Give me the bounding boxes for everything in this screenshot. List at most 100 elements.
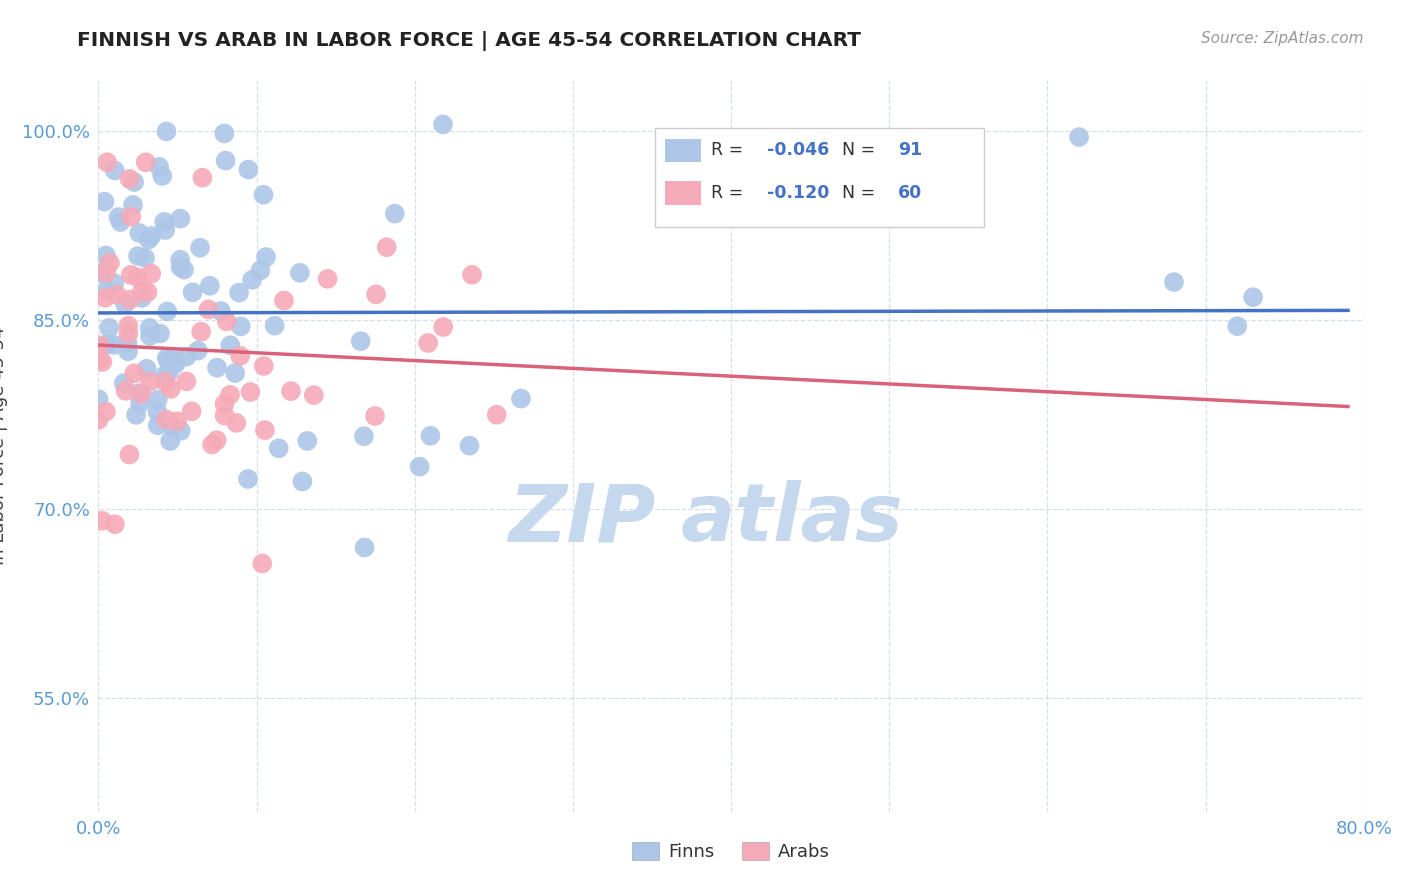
Point xyxy=(458,439,481,453)
Text: R =: R = xyxy=(711,184,748,202)
Point xyxy=(205,360,228,375)
Point xyxy=(239,385,262,400)
Point xyxy=(141,267,163,281)
Point xyxy=(190,325,212,339)
Point xyxy=(131,285,153,299)
Text: R =: R = xyxy=(711,142,748,160)
Point xyxy=(98,256,121,270)
Point xyxy=(432,320,454,334)
Point xyxy=(198,278,221,293)
Point xyxy=(138,321,160,335)
Point xyxy=(117,344,139,359)
Point xyxy=(94,248,117,262)
Point xyxy=(291,475,314,489)
Point xyxy=(122,175,145,189)
Point xyxy=(103,338,125,352)
Point xyxy=(197,302,219,317)
Point xyxy=(350,334,373,348)
Point xyxy=(160,419,183,434)
Point xyxy=(135,361,157,376)
Point xyxy=(127,249,149,263)
Text: ZIP: ZIP xyxy=(508,480,655,558)
Point xyxy=(485,408,508,422)
Point xyxy=(89,352,111,367)
Point xyxy=(114,297,136,311)
Point xyxy=(128,386,150,401)
Point xyxy=(214,127,236,141)
Point xyxy=(159,382,181,396)
Point xyxy=(375,240,398,254)
Point xyxy=(155,375,177,389)
Point xyxy=(117,318,139,333)
Point xyxy=(169,211,191,226)
Point xyxy=(432,117,454,131)
Point xyxy=(146,405,169,419)
Point xyxy=(162,355,184,369)
Point xyxy=(229,319,252,334)
Point xyxy=(105,287,128,301)
Point xyxy=(280,384,302,398)
Point xyxy=(181,285,204,300)
Y-axis label: In Labor Force | Age 45-54: In Labor Force | Age 45-54 xyxy=(0,326,8,566)
Point xyxy=(120,268,142,282)
FancyBboxPatch shape xyxy=(665,181,700,204)
Point xyxy=(219,388,242,402)
Point xyxy=(461,268,484,282)
Point xyxy=(353,541,375,555)
Point xyxy=(118,448,141,462)
Point xyxy=(120,210,142,224)
Point xyxy=(94,404,117,418)
Point xyxy=(169,260,191,274)
Point xyxy=(297,434,319,448)
Point xyxy=(138,232,160,246)
Point xyxy=(98,321,121,335)
Point xyxy=(155,124,177,138)
Point xyxy=(228,285,250,300)
Point xyxy=(117,335,139,350)
Point xyxy=(510,392,533,406)
Point xyxy=(273,293,295,308)
Point xyxy=(118,293,141,307)
Text: 91: 91 xyxy=(898,142,922,160)
Text: atlas: atlas xyxy=(681,480,903,558)
Point xyxy=(238,162,260,177)
Point xyxy=(124,366,146,380)
Point xyxy=(229,349,252,363)
Point xyxy=(209,304,232,318)
Point xyxy=(165,357,187,371)
Point xyxy=(263,318,285,333)
Point xyxy=(129,386,152,401)
Point xyxy=(236,472,259,486)
Point xyxy=(180,404,202,418)
Point xyxy=(364,409,387,423)
Point xyxy=(155,412,177,426)
Point xyxy=(129,396,152,410)
Point xyxy=(173,262,195,277)
Point xyxy=(302,388,325,402)
Point xyxy=(252,187,274,202)
Point xyxy=(418,336,440,351)
Point xyxy=(112,376,135,391)
Point xyxy=(91,514,114,528)
Point xyxy=(149,326,172,341)
Text: -0.120: -0.120 xyxy=(766,184,830,202)
Point xyxy=(96,266,118,280)
Point xyxy=(148,160,170,174)
Point xyxy=(157,353,180,368)
Point xyxy=(89,338,111,352)
Point xyxy=(134,251,156,265)
Point xyxy=(252,557,274,571)
Text: N =: N = xyxy=(842,142,882,160)
Point xyxy=(91,355,114,369)
Point xyxy=(96,283,118,297)
Point xyxy=(384,207,406,221)
Point xyxy=(214,409,236,423)
Point xyxy=(288,266,311,280)
Point xyxy=(118,172,141,186)
Point xyxy=(176,375,198,389)
Point xyxy=(419,429,441,443)
FancyBboxPatch shape xyxy=(665,139,700,162)
Point xyxy=(135,155,157,169)
Point xyxy=(146,392,169,407)
Point xyxy=(169,252,191,267)
